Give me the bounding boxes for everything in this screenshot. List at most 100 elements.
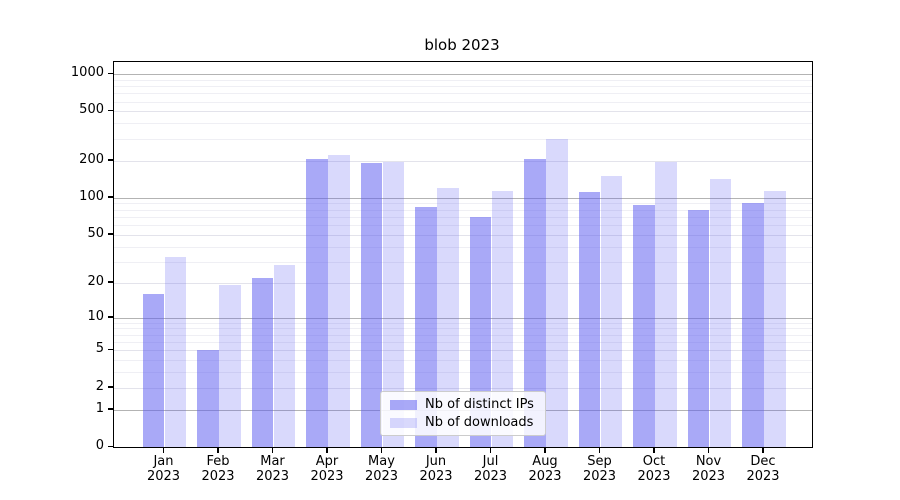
y-tick-label: 1 <box>95 400 104 416</box>
gridline-minor <box>114 101 812 103</box>
x-tick-label-line: Dec <box>750 454 776 469</box>
x-tick-label-line: 2023 <box>691 469 726 484</box>
y-tick-label: 2 <box>95 378 104 394</box>
gridline-minor <box>114 328 812 330</box>
gridline-minor <box>114 203 812 205</box>
bar-feb-distinct-ips <box>197 350 219 447</box>
x-tick-label: Apr 2023 <box>297 454 357 484</box>
x-tick-label-line: 2023 <box>310 469 344 484</box>
x-tick-label: Feb 2023 <box>188 454 248 484</box>
x-tick-label-line: Feb <box>206 454 230 469</box>
gridline <box>114 350 812 352</box>
bar-aug-distinct-ips <box>524 159 546 447</box>
gridline <box>114 111 812 113</box>
legend-label: Nb of downloads <box>425 415 534 430</box>
x-tick-label-line: 2023 <box>419 469 453 484</box>
x-tick-label: Jan 2023 <box>134 454 194 484</box>
bar-nov-downloads <box>709 179 732 447</box>
y-tick-mark <box>108 386 113 388</box>
gridline-major <box>114 197 812 199</box>
x-tick-label-line: Oct <box>642 454 666 469</box>
x-tick-label: Nov 2023 <box>679 454 739 484</box>
y-tick-mark <box>108 72 113 74</box>
y-tick-mark <box>108 281 113 283</box>
gridline-minor <box>114 334 812 336</box>
x-tick-mark <box>326 447 328 453</box>
x-tick-label-line: Apr <box>315 454 339 469</box>
y-tick-mark <box>108 316 113 318</box>
legend-label: Nb of distinct IPs <box>425 397 534 412</box>
x-tick-label: Jun 2023 <box>406 454 466 484</box>
gridline <box>114 234 812 236</box>
y-tick-label: 10 <box>87 308 104 324</box>
gridline-minor <box>114 93 812 95</box>
x-tick-mark <box>489 447 492 453</box>
y-tick-label: 500 <box>79 102 104 118</box>
y-tick-label: 1000 <box>70 65 104 80</box>
y-tick-label: 100 <box>79 188 104 204</box>
gridline <box>114 387 812 389</box>
chart-title: blob 2023 <box>424 36 500 54</box>
gridline-minor <box>114 209 812 211</box>
bar-jul-distinct-ips <box>469 216 492 447</box>
x-tick-mark <box>380 447 383 453</box>
x-tick-label-line: Jul <box>482 454 499 469</box>
legend: Nb of distinct IPs Nb of downloads <box>380 391 546 436</box>
gridline-minor <box>114 261 812 263</box>
gridline <box>114 282 812 284</box>
x-tick-mark <box>762 447 764 453</box>
x-tick-label-line: May <box>368 454 395 469</box>
gridline-minor <box>114 138 812 140</box>
x-tick-label-line: Nov <box>695 454 722 469</box>
y-tick-mark <box>108 445 113 447</box>
gridline-minor <box>114 79 812 81</box>
x-tick-label-line: Aug <box>532 454 558 469</box>
x-tick-mark <box>653 447 655 453</box>
y-tick-mark <box>108 348 113 351</box>
x-tick-label-line: 2023 <box>746 469 780 484</box>
x-tick-label: May 2023 <box>352 454 412 484</box>
bar-oct-downloads <box>655 161 677 447</box>
y-tick-mark <box>108 109 113 112</box>
x-tick-label-line: 2023 <box>473 469 508 484</box>
y-tick-label: 5 <box>95 341 104 357</box>
legend-row: Nb of distinct IPs <box>390 397 536 412</box>
x-tick-mark <box>217 447 219 453</box>
bar-jan-downloads <box>164 256 187 447</box>
y-tick-mark <box>108 233 113 235</box>
gridline-minor <box>114 322 812 324</box>
gridline-minor <box>114 341 812 343</box>
x-tick-label-line: 2023 <box>528 469 562 484</box>
bar-jul-downloads <box>491 191 514 447</box>
y-tick-label: 50 <box>87 225 104 241</box>
bar-feb-downloads <box>219 285 241 447</box>
x-tick-label-line: 2023 <box>255 469 290 484</box>
legend-row: Nb of downloads <box>390 415 536 430</box>
x-tick-label-line: 2023 <box>201 469 235 484</box>
bar-oct-distinct-ips <box>633 205 655 447</box>
bar-sep-distinct-ips <box>578 191 601 447</box>
bar-aug-downloads <box>546 138 568 447</box>
gridline-major <box>114 317 812 319</box>
gridline-minor <box>114 123 812 125</box>
bar-nov-distinct-ips <box>687 209 710 447</box>
bar-dec-downloads <box>764 190 786 447</box>
x-tick-label: Oct 2023 <box>624 454 684 484</box>
legend-swatch-downloads <box>390 417 417 428</box>
gridline-minor <box>114 86 812 88</box>
gridline-minor <box>114 225 812 227</box>
bar-mar-downloads <box>273 265 296 447</box>
x-tick-label: Dec 2023 <box>733 454 793 484</box>
bar-sep-downloads <box>600 175 623 447</box>
bar-jan-distinct-ips <box>142 294 165 447</box>
plot-inner <box>114 62 812 447</box>
gridline-minor <box>114 372 812 374</box>
y-tick-label: 20 <box>87 273 104 289</box>
gridline-minor <box>114 216 812 218</box>
gridline <box>114 160 812 162</box>
x-tick-label-line: 2023 <box>146 469 181 484</box>
x-tick-mark <box>544 447 546 453</box>
bar-may-downloads <box>382 161 405 447</box>
bar-apr-distinct-ips <box>306 159 328 447</box>
